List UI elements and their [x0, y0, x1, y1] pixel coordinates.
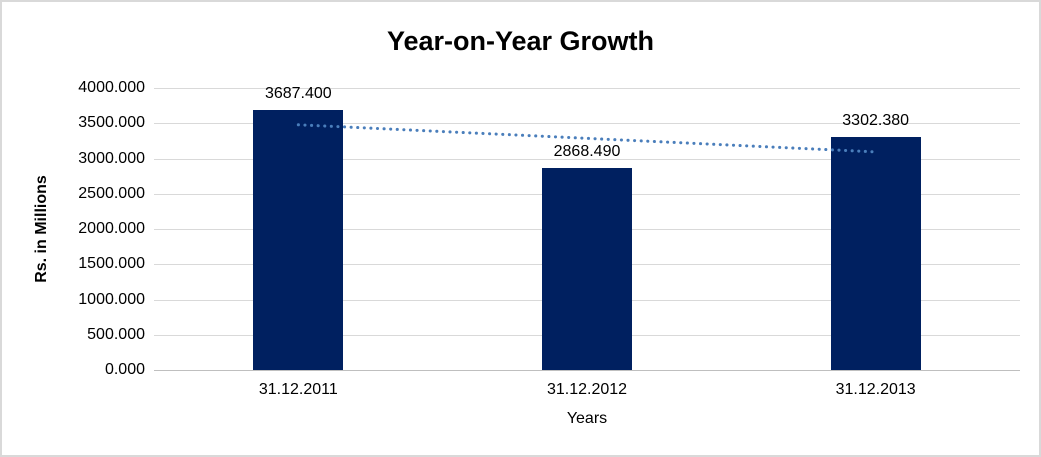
x-axis-line	[154, 370, 1020, 371]
y-tick-label: 3000.000	[78, 149, 145, 167]
y-tick-label: 0.000	[104, 361, 145, 378]
data-label: 3687.400	[264, 85, 332, 103]
bar-31.12.2012	[542, 167, 632, 370]
y-tick-label: 2500.000	[78, 184, 145, 202]
gridline	[154, 158, 1020, 160]
gridline	[154, 88, 1020, 89]
y-tick-label: 1000.000	[78, 290, 145, 308]
bar-31.12.2013	[830, 137, 921, 370]
data-label: 3302.380	[842, 112, 910, 130]
y-tick-label: 2000.000	[78, 220, 145, 237]
data-label: 2868.490	[553, 142, 621, 160]
chart-title: Year-on-Year Growth	[386, 26, 655, 56]
y-tick-label: 4000.000	[78, 79, 145, 96]
plot-area: 3687.400 2868.490 3302.380	[154, 85, 1020, 371]
y-tick-label: 500.000	[87, 325, 145, 343]
bar-31.12.2011	[253, 110, 344, 370]
x-axis-title: Years	[566, 410, 608, 427]
y-tick-label: 3500.000	[78, 114, 145, 132]
x-tick-label: 31.12.2013	[835, 381, 916, 398]
x-tick-label: 31.12.2011	[258, 381, 338, 398]
x-tick-label: 31.12.2012	[546, 381, 628, 398]
y-tick-label: 1500.000	[78, 255, 145, 273]
